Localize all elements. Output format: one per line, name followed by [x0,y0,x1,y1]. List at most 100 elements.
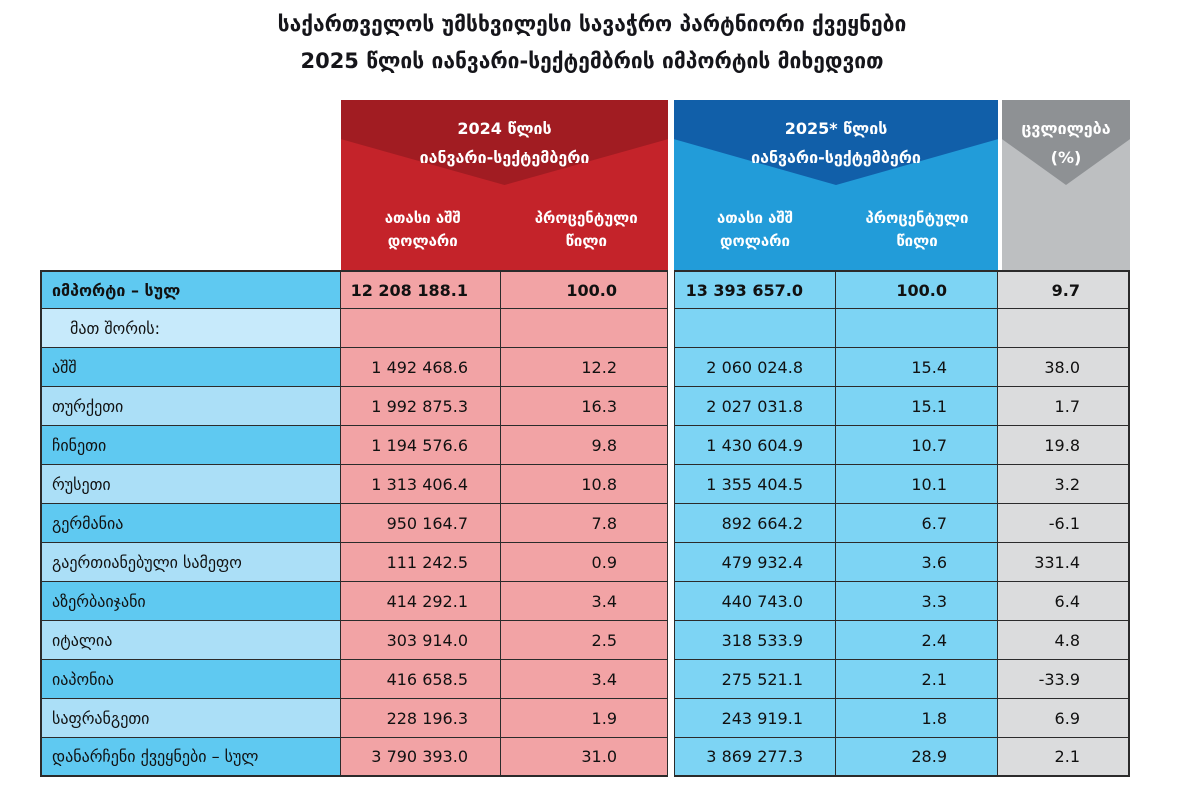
table-row: იმპორტი – სულ 12 208 188.1 100.0 13 393 657… [40,270,1130,309]
header-2025-col-usd: ათასი აშშ დოლარი [716,209,794,250]
column-gap [668,660,674,699]
header-2024-col-usd: ათასი აშშ დოლარი [384,209,461,250]
value-2024-cell: 1 313 406.4 [341,465,501,504]
header-change-label: ცვლილება (%) [1002,114,1130,172]
change-cell: 19.8 [998,426,1130,465]
header-2024-year: 2024 წლის იანვარი-სექტემბერი [341,114,668,172]
table-row: გაერთიანებული სამეფო 111 242.5 0.9 479 932.… [40,543,1130,582]
share-2024-cell: 100.0 [501,270,668,309]
header-2024-col-share: პროცენტული წილი [534,209,638,250]
share-2024-cell: 31.0 [501,738,668,777]
value-2024-cell: 111 242.5 [341,543,501,582]
change-cell: -6.1 [998,504,1130,543]
share-2025-cell: 28.9 [836,738,998,777]
country-cell: გერმანია [40,504,341,543]
imports-table: 2024 წლის იანვარი-სექტემბერი ათასი აშშ დ… [40,100,1130,780]
header-2024-subcolumns: ათასი აშშ დოლარი პროცენტული წილი [341,195,668,265]
column-gap [668,465,674,504]
value-2025-cell: 479 932.4 [674,543,836,582]
share-2025-cell: 6.7 [836,504,998,543]
share-2024-cell: 12.2 [501,348,668,387]
country-cell: ჩინეთი [40,426,341,465]
share-2024-cell: 10.8 [501,465,668,504]
share-2024-cell: 16.3 [501,387,668,426]
change-cell: 4.8 [998,621,1130,660]
share-2025-cell [836,309,998,348]
column-gap [668,309,674,348]
page-title: საქართველოს უმსხვილესი სავაჭრო პარტნიორი… [0,6,1184,80]
change-cell: -33.9 [998,660,1130,699]
country-cell: დანარჩენი ქვეყნები – სულ [40,738,341,777]
country-cell: იმპორტი – სულ [40,270,341,309]
share-2025-cell: 100.0 [836,270,998,309]
country-cell: საფრანგეთი [40,699,341,738]
page-title-line2: 2025 წლის იანვარი-სექტემბრის იმპორტის მი… [300,49,884,73]
value-2025-cell: 1 355 404.5 [674,465,836,504]
table-row: გერმანია 950 164.7 7.8 892 664.2 6.7 -6.1 [40,504,1130,543]
column-gap [668,699,674,738]
change-cell: 1.7 [998,387,1130,426]
value-2025-cell: 440 743.0 [674,582,836,621]
value-2024-cell: 303 914.0 [341,621,501,660]
share-2024-cell [501,309,668,348]
value-2025-cell: 318 533.9 [674,621,836,660]
header-2025: 2025* წლის იანვარი-სექტემბერი ათასი აშშ … [674,100,998,270]
share-2025-cell: 1.8 [836,699,998,738]
header-change-line1: ცვლილება [1021,119,1111,138]
change-cell: 38.0 [998,348,1130,387]
country-cell: გაერთიანებული სამეფო [40,543,341,582]
value-2024-cell: 3 790 393.0 [341,738,501,777]
change-cell: 6.9 [998,699,1130,738]
table-row: იტალია 303 914.0 2.5 318 533.9 2.4 4.8 [40,621,1130,660]
country-cell: იაპონია [40,660,341,699]
table-row: რუსეთი 1 313 406.4 10.8 1 355 404.5 10.1 3.2 [40,465,1130,504]
header-change: ცვლილება (%) [1002,100,1130,270]
column-gap [668,621,674,660]
change-cell [998,309,1130,348]
table-row: დანარჩენი ქვეყნები – სულ 3 790 393.0 31.0 3… [40,738,1130,777]
share-2024-cell: 9.8 [501,426,668,465]
value-2025-cell: 1 430 604.9 [674,426,836,465]
header-2025-year: 2025* წლის იანვარი-სექტემბერი [674,114,998,172]
header-2024: 2024 წლის იანვარი-სექტემბერი ათასი აშშ დ… [341,100,668,270]
share-2024-cell: 3.4 [501,660,668,699]
table-row: მათ შორის: [40,309,1130,348]
table-body: იმპორტი – სულ 12 208 188.1 100.0 13 393 657… [40,270,1130,777]
value-2024-cell: 1 194 576.6 [341,426,501,465]
share-2025-cell: 3.6 [836,543,998,582]
value-2024-cell: 228 196.3 [341,699,501,738]
table-row: იაპონია 416 658.5 3.4 275 521.1 2.1 -33.9 [40,660,1130,699]
header-2025-subcolumns: ათასი აშშ დოლარი პროცენტული წილი [674,195,998,265]
country-cell: აზერბაიჯანი [40,582,341,621]
table-row: საფრანგეთი 228 196.3 1.9 243 919.1 1.8 6.9 [40,699,1130,738]
share-2025-cell: 15.1 [836,387,998,426]
value-2024-cell: 12 208 188.1 [341,270,501,309]
value-2024-cell: 414 292.1 [341,582,501,621]
header-2024-year-line1: 2024 წლის [457,119,552,138]
value-2025-cell: 2 027 031.8 [674,387,836,426]
value-2025-cell [674,309,836,348]
header-2024-year-line2: იანვარი-სექტემბერი [419,148,590,167]
share-2025-cell: 10.7 [836,426,998,465]
value-2025-cell: 3 869 277.3 [674,738,836,777]
value-2025-cell: 275 521.1 [674,660,836,699]
column-gap [668,504,674,543]
change-cell: 331.4 [998,543,1130,582]
share-2025-cell: 3.3 [836,582,998,621]
change-cell: 2.1 [998,738,1130,777]
page-title-line1: საქართველოს უმსხვილესი სავაჭრო პარტნიორი… [277,12,907,36]
share-2024-cell: 3.4 [501,582,668,621]
share-2024-cell: 0.9 [501,543,668,582]
share-2025-cell: 15.4 [836,348,998,387]
value-2025-cell: 892 664.2 [674,504,836,543]
share-2024-cell: 7.8 [501,504,668,543]
header-2025-year-line1: 2025* წლის [784,119,888,138]
value-2024-cell: 950 164.7 [341,504,501,543]
value-2024-cell: 1 492 468.6 [341,348,501,387]
value-2025-cell: 2 060 024.8 [674,348,836,387]
change-cell: 3.2 [998,465,1130,504]
value-2024-cell: 1 992 875.3 [341,387,501,426]
header-2025-year-line2: იანვარი-სექტემბერი [751,148,921,167]
country-cell: რუსეთი [40,465,341,504]
value-2024-cell: 416 658.5 [341,660,501,699]
